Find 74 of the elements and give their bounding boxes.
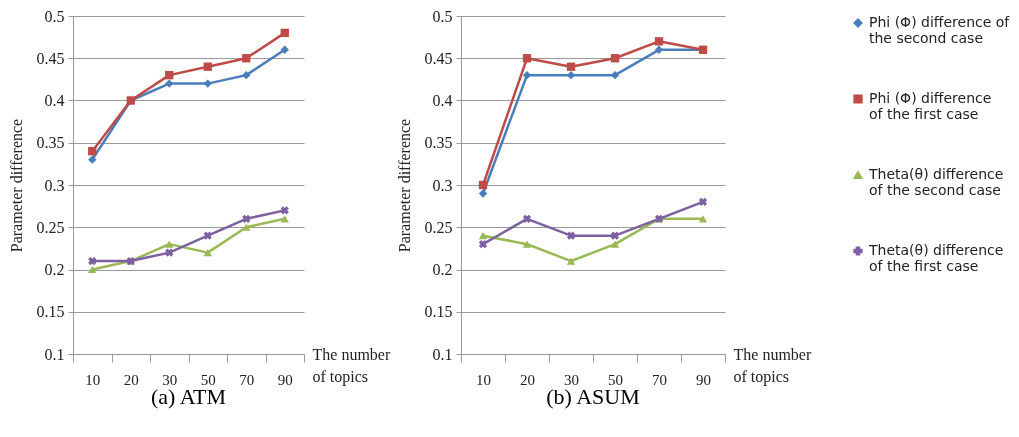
point — [165, 70, 174, 80]
y-tick-label: 0.45 — [424, 49, 453, 67]
point — [280, 215, 289, 223]
point — [654, 45, 664, 54]
y-tick-label: 0.15 — [36, 303, 65, 321]
point — [478, 232, 488, 240]
y-tick-label: 0.25 — [36, 218, 65, 236]
point — [478, 180, 488, 190]
point — [242, 223, 251, 231]
x-tick-label: 20 — [520, 371, 535, 388]
point — [165, 79, 174, 88]
y-tick-label: 0.4 — [432, 92, 453, 109]
legend-label: Phi (Φ) difference of the first case — [869, 90, 992, 122]
point — [242, 54, 251, 63]
legend-label: Theta(θ) difference of the first case — [868, 242, 1004, 274]
point — [165, 248, 174, 257]
point — [242, 70, 251, 80]
point — [522, 70, 532, 80]
y-tick-label: 0.2 — [432, 261, 453, 278]
y-tick-label: 0.5 — [44, 7, 65, 25]
point — [478, 240, 488, 249]
point — [522, 54, 532, 63]
point — [203, 79, 212, 88]
point — [698, 197, 708, 207]
point — [203, 62, 212, 71]
point — [654, 37, 664, 46]
y-tick-label: 0.35 — [424, 134, 453, 152]
x-tick-label: 70 — [239, 371, 255, 388]
y-tick-label: 0.3 — [44, 176, 65, 194]
point — [88, 147, 97, 156]
legend-label: Theta(θ) difference of the second case — [868, 166, 1004, 198]
y-tick-label: 0.5 — [432, 7, 453, 25]
y-tick-label: 0.45 — [36, 49, 65, 67]
point — [203, 231, 212, 240]
point — [522, 214, 532, 223]
point — [610, 231, 620, 240]
y-tick-label: 0.4 — [44, 92, 65, 109]
y-tick-label: 0.1 — [44, 345, 65, 363]
x-tick-label: 10 — [476, 371, 491, 388]
y-tick-label: 0.3 — [432, 176, 453, 194]
y-axis-title: Parameter difference — [7, 118, 25, 253]
x-tick-label: 70 — [652, 371, 667, 388]
point — [242, 214, 251, 223]
point — [88, 256, 97, 266]
x-tick-label: 20 — [123, 371, 139, 388]
x-tick-label: 90 — [277, 371, 293, 388]
point — [566, 70, 576, 80]
point — [566, 62, 576, 71]
x-tick-label: 90 — [696, 371, 711, 388]
y-tick-label: 0.2 — [44, 261, 65, 278]
point — [280, 206, 289, 215]
x-axis-title: The number of topics — [733, 345, 812, 386]
point — [280, 28, 289, 38]
point — [88, 265, 97, 274]
y-axis-title: Parameter difference — [395, 118, 413, 253]
point — [478, 189, 488, 198]
y-tick-label: 0.35 — [36, 134, 65, 152]
point — [165, 240, 174, 248]
point — [698, 215, 708, 223]
point — [610, 70, 620, 80]
point — [610, 54, 620, 63]
point — [280, 45, 289, 54]
point — [88, 155, 97, 164]
y-tick-label: 0.25 — [424, 218, 453, 236]
y-tick-label: 0.1 — [432, 345, 453, 363]
point — [522, 240, 532, 248]
point — [610, 240, 620, 248]
point — [203, 248, 212, 257]
x-axis-title: The number of topics — [312, 345, 391, 386]
point — [566, 257, 576, 265]
x-tick-label: 10 — [85, 371, 101, 388]
point — [566, 231, 576, 240]
legend-label: Phi (Φ) difference of the second case — [869, 14, 1011, 46]
y-tick-label: 0.15 — [424, 303, 453, 321]
